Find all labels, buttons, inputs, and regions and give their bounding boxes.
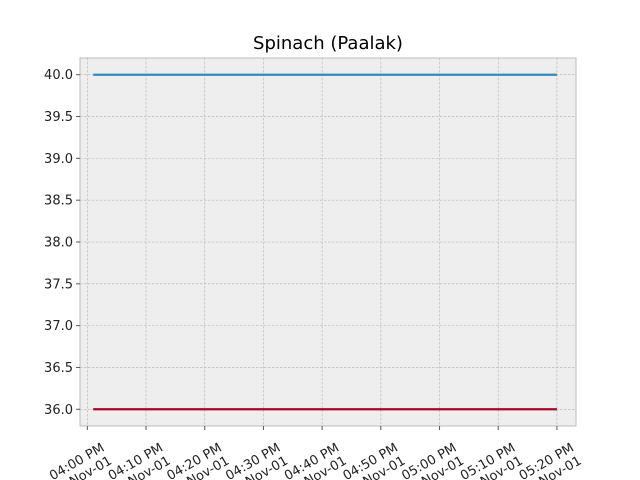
y-tick-label: 36.5: [44, 361, 73, 376]
y-tick-label: 38.0: [44, 236, 73, 251]
x-tick-label: 05:20 PMNov-01: [517, 441, 585, 480]
x-tick-label: 04:00 PMNov-01: [47, 441, 115, 480]
x-tick-label: 04:20 PMNov-01: [165, 441, 233, 480]
y-tick-label: 40.0: [44, 68, 73, 83]
y-axis: 36.0 36.5 37.0 37.5 38.0 38.5 39.0 39.5 40.0: [44, 68, 80, 418]
x-tick-label: 04:30 PMNov-01: [223, 441, 291, 480]
series-group: [93, 73, 557, 411]
y-tick-label: 38.5: [44, 194, 73, 209]
y-tick-label: 37.5: [44, 277, 73, 292]
y-tick-label: 39.5: [44, 110, 73, 125]
y-tick-label: 39.0: [44, 152, 73, 167]
x-tick-label: 04:50 PMNov-01: [341, 441, 409, 480]
y-tick-label: 37.0: [44, 319, 73, 334]
x-tick-label: 05:00 PMNov-01: [399, 441, 467, 480]
x-tick-label: 05:10 PMNov-01: [458, 441, 526, 480]
y-tick-label: 36.0: [44, 403, 73, 418]
x-tick-label: 04:40 PMNov-01: [282, 441, 350, 480]
chart-title: Spinach (Paalak): [253, 33, 403, 54]
x-tick-label: 04:10 PMNov-01: [106, 441, 174, 480]
